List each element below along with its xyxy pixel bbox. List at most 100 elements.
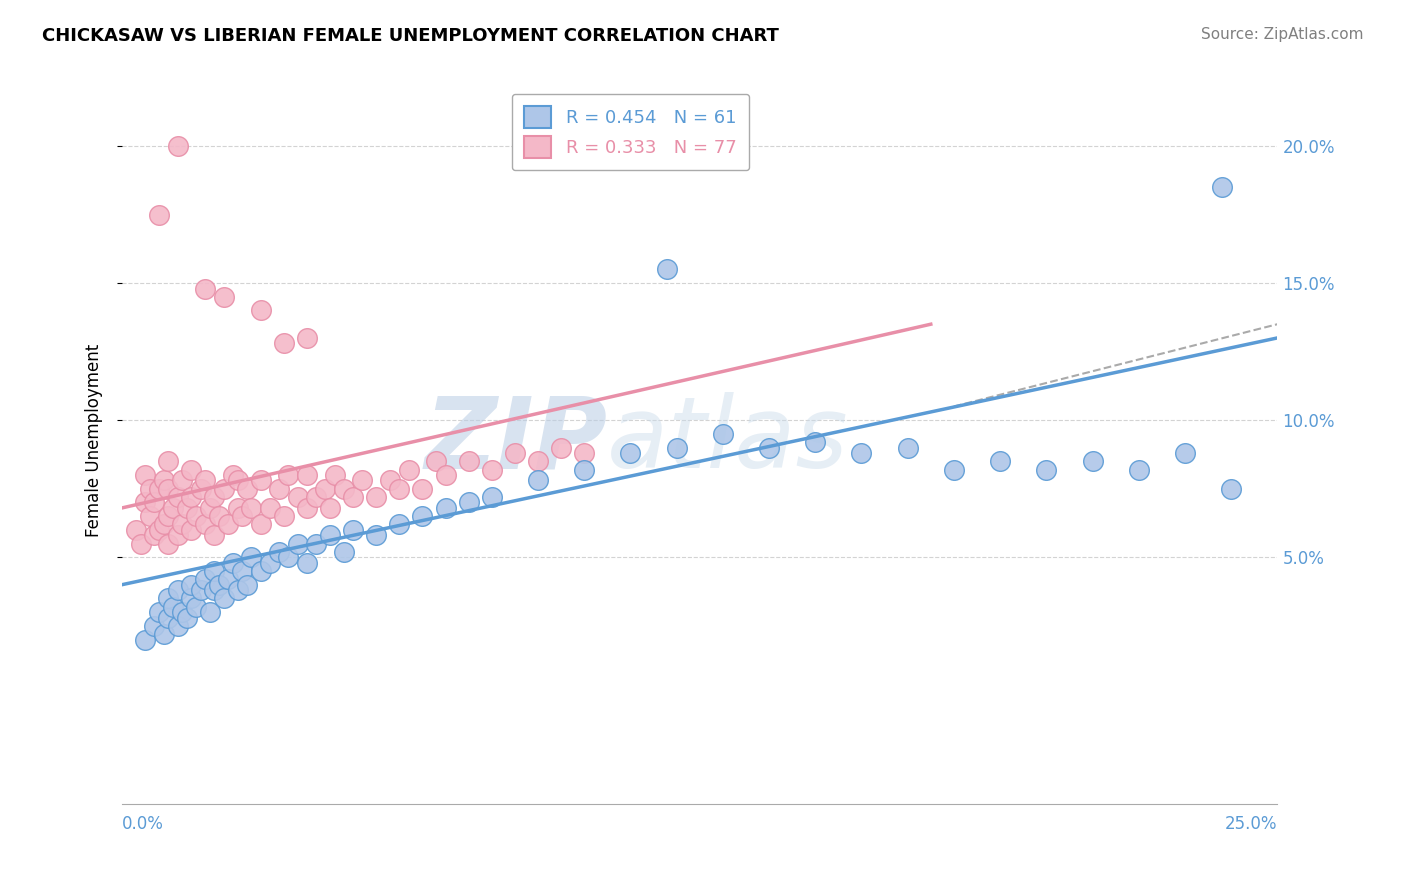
Point [240, 500, 263, 515]
Point [184, 599, 207, 614]
Point [758, 441, 780, 455]
Point [249, 303, 271, 318]
Point [1035, 462, 1057, 476]
Point [988, 454, 1011, 468]
Point [295, 556, 318, 570]
Point [711, 426, 734, 441]
Point [305, 536, 328, 550]
Point [125, 523, 148, 537]
Y-axis label: Female Unemployment: Female Unemployment [86, 344, 103, 537]
Text: 25.0%: 25.0% [1225, 815, 1278, 833]
Point [619, 446, 641, 460]
Point [143, 619, 166, 633]
Text: 0.0%: 0.0% [122, 815, 165, 833]
Point [148, 605, 170, 619]
Point [152, 627, 174, 641]
Point [273, 336, 295, 351]
Point [134, 495, 156, 509]
Point [172, 474, 194, 488]
Point [287, 490, 309, 504]
Point [342, 490, 364, 504]
Point [550, 441, 572, 455]
Point [134, 632, 156, 647]
Point [411, 509, 433, 524]
Point [194, 572, 217, 586]
Point [269, 545, 291, 559]
Point [942, 462, 965, 476]
Point [143, 528, 166, 542]
Point [342, 523, 364, 537]
Point [503, 446, 526, 460]
Point [222, 556, 245, 570]
Point [434, 468, 457, 483]
Point [259, 556, 281, 570]
Point [184, 509, 207, 524]
Text: CHICKASAW VS LIBERIAN FEMALE UNEMPLOYMENT CORRELATION CHART: CHICKASAW VS LIBERIAN FEMALE UNEMPLOYMEN… [42, 27, 779, 45]
Point [166, 528, 188, 542]
Point [411, 482, 433, 496]
Point [481, 462, 503, 476]
Point [172, 605, 194, 619]
Point [166, 583, 188, 598]
Point [657, 262, 679, 277]
Point [190, 482, 212, 496]
Point [1220, 482, 1243, 496]
Point [388, 517, 411, 532]
Point [204, 583, 226, 598]
Point [148, 523, 170, 537]
Text: ZIP: ZIP [425, 392, 607, 489]
Point [226, 583, 249, 598]
Point [157, 454, 180, 468]
Point [204, 564, 226, 578]
Point [269, 482, 291, 496]
Point [295, 331, 318, 345]
Point [180, 523, 202, 537]
Point [231, 564, 253, 578]
Point [190, 583, 212, 598]
Point [212, 482, 235, 496]
Point [273, 509, 295, 524]
Point [236, 577, 259, 591]
Point [148, 482, 170, 496]
Point [194, 517, 217, 532]
Point [249, 517, 271, 532]
Point [457, 495, 479, 509]
Point [134, 468, 156, 483]
Point [198, 500, 221, 515]
Point [212, 591, 235, 606]
Point [665, 441, 688, 455]
Point [249, 474, 271, 488]
Point [323, 468, 346, 483]
Point [333, 545, 356, 559]
Point [217, 572, 239, 586]
Point [172, 517, 194, 532]
Point [226, 474, 249, 488]
Point [572, 446, 595, 460]
Point [295, 500, 318, 515]
Point [1081, 454, 1104, 468]
Point [198, 605, 221, 619]
Point [217, 517, 239, 532]
Point [249, 564, 271, 578]
Point [194, 282, 217, 296]
Point [231, 509, 253, 524]
Point [152, 474, 174, 488]
Point [180, 490, 202, 504]
Point [157, 482, 180, 496]
Point [166, 619, 188, 633]
Point [366, 490, 388, 504]
Legend: R = 0.454   N = 61, R = 0.333   N = 77: R = 0.454 N = 61, R = 0.333 N = 77 [512, 94, 749, 170]
Point [157, 610, 180, 624]
Point [222, 468, 245, 483]
Point [481, 490, 503, 504]
Point [572, 462, 595, 476]
Point [319, 500, 342, 515]
Point [1211, 180, 1233, 194]
Point [180, 577, 202, 591]
Point [157, 536, 180, 550]
Point [176, 610, 198, 624]
Point [333, 482, 356, 496]
Point [277, 550, 299, 565]
Point [139, 509, 162, 524]
Text: atlas: atlas [607, 392, 849, 489]
